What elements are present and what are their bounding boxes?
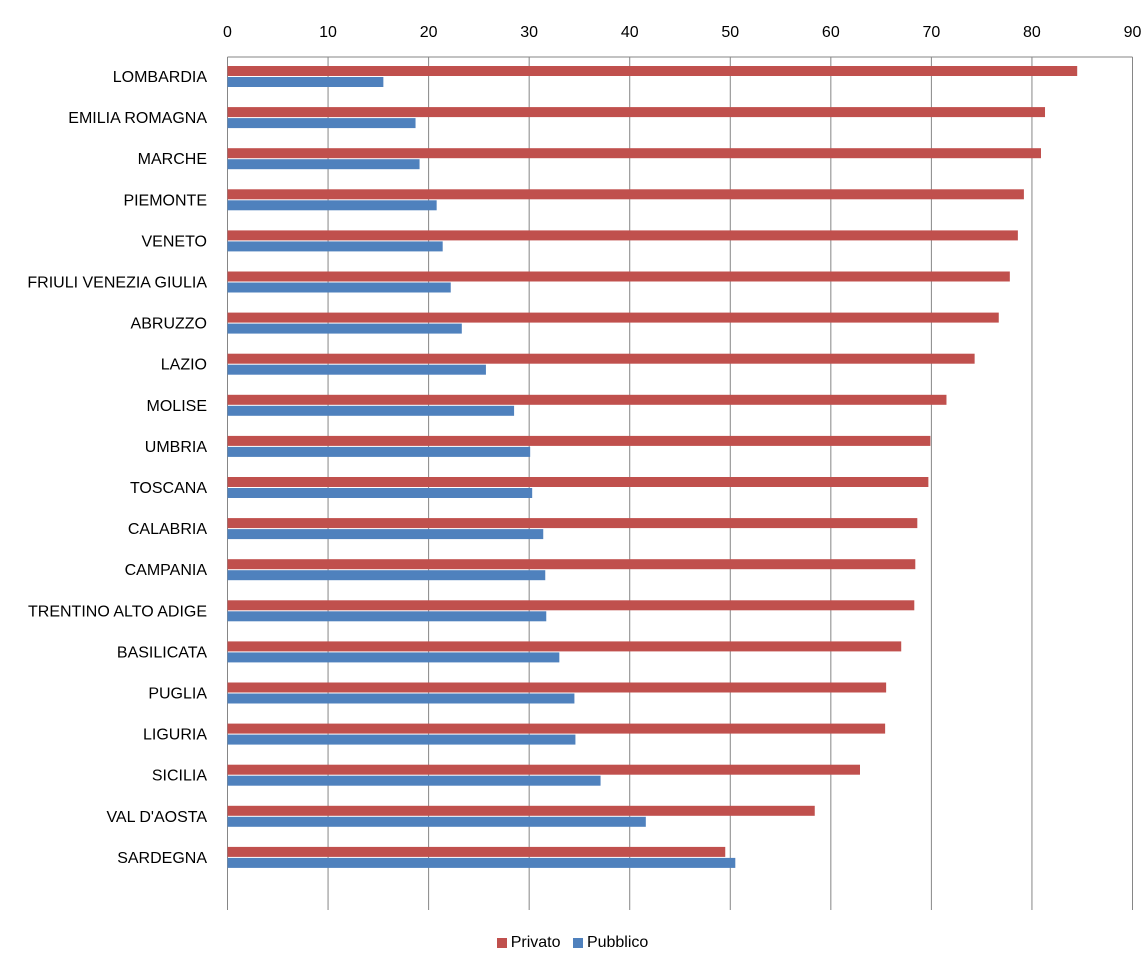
x-tick-label-10: 10 xyxy=(319,24,337,41)
bar-pubblico-friuli-venezia-giulia xyxy=(227,282,451,293)
category-label-val-d-aosta: VAL D'AOSTA xyxy=(106,809,207,826)
category-label-sardegna: SARDEGNA xyxy=(117,850,207,867)
category-label-emilia-romagna: EMILIA ROMAGNA xyxy=(68,110,207,127)
bar-privato-emilia-romagna xyxy=(227,107,1046,118)
category-label-molise: MOLISE xyxy=(147,398,207,415)
bar-pubblico-calabria xyxy=(227,529,544,540)
bar-privato-campania xyxy=(227,559,916,570)
bar-pubblico-campania xyxy=(227,570,546,581)
bar-privato-calabria xyxy=(227,518,918,529)
category-label-lombardia: LOMBARDIA xyxy=(113,69,208,86)
x-tick-label-80: 80 xyxy=(1023,24,1041,41)
bar-privato-lazio xyxy=(227,353,975,364)
bar-privato-toscana xyxy=(227,477,929,487)
legend-swatch-pubblico xyxy=(572,938,583,948)
bar-pubblico-umbria xyxy=(227,446,531,457)
bar-privato-molise xyxy=(227,394,947,405)
category-label-abruzzo: ABRUZZO xyxy=(131,316,207,333)
bar-privato-sicilia xyxy=(227,764,860,775)
category-label-piemonte: PIEMONTE xyxy=(123,192,207,209)
bar-privato-piemonte xyxy=(227,189,1024,200)
bar-privato-val-d-aosta xyxy=(227,805,815,816)
category-label-campania: CAMPANIA xyxy=(125,562,208,579)
legend-swatch-privato xyxy=(496,938,507,948)
bar-pubblico-piemonte xyxy=(227,200,437,211)
bar-pubblico-trentino-alto-adige xyxy=(227,611,547,622)
bar-privato-friuli-venezia-giulia xyxy=(227,271,1010,282)
category-label-basilicata: BASILICATA xyxy=(117,644,207,661)
x-tick-label-60: 60 xyxy=(822,24,840,41)
legend: Privato Pubblico xyxy=(0,934,1145,953)
bar-pubblico-val-d-aosta xyxy=(227,816,646,827)
category-label-toscana: TOSCANA xyxy=(130,480,207,497)
category-label-puglia: PUGLIA xyxy=(148,686,207,703)
category-labels: LOMBARDIA EMILIA ROMAGNA MARCHE PIEMONTE VEN… xyxy=(27,69,207,867)
x-tick-labels: 0 10 20 30 40 50 60 70 80 90 xyxy=(223,24,1141,41)
bar-privato-umbria xyxy=(227,435,931,446)
bar-privato-trentino-alto-adige xyxy=(227,600,915,611)
x-tick-label-30: 30 xyxy=(520,24,538,41)
category-label-marche: MARCHE xyxy=(138,151,207,168)
bar-privato-lombardia xyxy=(227,66,1078,76)
bar-pubblico-molise xyxy=(227,405,515,416)
x-tick-label-0: 0 xyxy=(223,24,232,41)
legend-item-privato: Privato xyxy=(496,934,561,952)
x-tick-label-50: 50 xyxy=(721,24,739,41)
x-tick-label-20: 20 xyxy=(420,24,438,41)
bar-pubblico-liguria xyxy=(227,734,576,745)
bar-privato-marche xyxy=(227,148,1041,159)
bar-pubblico-marche xyxy=(227,159,420,170)
bar-pubblico-basilicata xyxy=(227,652,560,663)
bar-pubblico-veneto xyxy=(227,241,443,252)
x-tick-label-70: 70 xyxy=(922,24,940,41)
bar-privato-veneto xyxy=(227,230,1018,241)
bar-pubblico-lazio xyxy=(227,364,486,375)
legend-label-pubblico: Pubblico xyxy=(586,934,649,951)
bar-pubblico-sicilia xyxy=(227,775,601,786)
bar-pubblico-lombardia xyxy=(227,77,384,87)
category-label-liguria: LIGURIA xyxy=(143,727,207,744)
category-label-umbria: UMBRIA xyxy=(145,439,208,456)
legend-label-privato: Privato xyxy=(510,934,561,951)
bar-privato-basilicata xyxy=(227,641,902,652)
bar-privato-sardegna xyxy=(227,846,726,857)
x-tick-label-40: 40 xyxy=(621,24,639,41)
category-label-veneto: VENETO xyxy=(142,233,208,250)
bars xyxy=(227,66,1078,868)
bar-privato-puglia xyxy=(227,682,887,693)
category-label-friuli-venezia-giulia: FRIULI VENEZIA GIULIA xyxy=(27,275,207,292)
bar-privato-abruzzo xyxy=(227,312,999,323)
bar-pubblico-puglia xyxy=(227,693,575,704)
category-label-calabria: CALABRIA xyxy=(128,521,207,538)
bar-pubblico-toscana xyxy=(227,488,533,498)
bar-pubblico-sardegna xyxy=(227,857,736,868)
category-label-lazio: LAZIO xyxy=(161,357,207,374)
legend-item-pubblico: Pubblico xyxy=(572,934,649,952)
x-tick-label-90: 90 xyxy=(1124,24,1142,41)
bar-privato-liguria xyxy=(227,723,886,734)
bar-pubblico-abruzzo xyxy=(227,323,462,334)
bar-pubblico-emilia-romagna xyxy=(227,118,416,129)
category-label-sicilia: SICILIA xyxy=(152,768,207,785)
category-label-trentino-alto-adige: TRENTINO ALTO ADIGE xyxy=(28,603,207,620)
